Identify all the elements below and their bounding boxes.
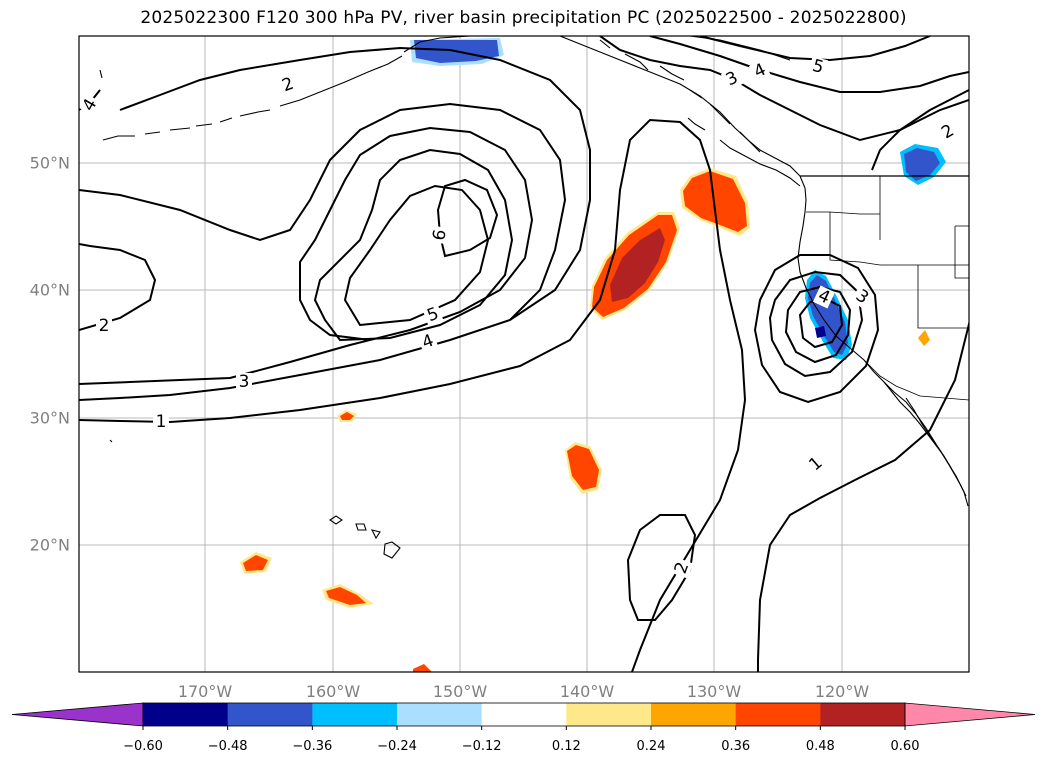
- colorbar-tick-label: 0.12: [552, 739, 581, 754]
- colorbar-cell: [312, 703, 398, 726]
- lon-label-140w: 140°W: [560, 682, 615, 701]
- lat-label-20n: 20°N: [30, 536, 70, 555]
- lat-label-40n: 40°N: [30, 281, 70, 300]
- colorbar-extend-max: [904, 702, 1036, 727]
- contour-label: 1: [156, 412, 167, 432]
- colorbar-extend-min: [11, 702, 144, 727]
- lon-label-170w: 170°W: [178, 682, 233, 701]
- colorbar: −0.60 −0.48 −0.36 −0.24 −0.12 0.12 0.24 0.36 0.4…: [11, 702, 1036, 754]
- colorbar-tick-label: 0.36: [721, 739, 750, 754]
- colorbar-cell: [143, 703, 229, 726]
- map-title: 2025022300 F120 300 hPa PV, river basin …: [140, 8, 907, 28]
- lon-label-150w: 150°W: [433, 682, 488, 701]
- pv-contour-labels: 1 1 2 2 2 2 3 3 3 4 4 4 4 5: [79, 56, 960, 579]
- map-frame: [78, 35, 970, 673]
- contour-label: 2: [99, 316, 110, 336]
- colorbar-tick-label: 0.48: [806, 739, 835, 754]
- colorbar-cell: [566, 703, 652, 726]
- colorbar-cell: [227, 703, 313, 726]
- contour-label: 6: [429, 228, 451, 242]
- positive-precip-shading: [240, 168, 930, 672]
- contour-label: 3: [239, 372, 250, 392]
- pv-contours: [79, 36, 969, 672]
- colorbar-cell: [735, 703, 821, 726]
- colorbar-cell: [651, 703, 737, 726]
- lon-label-120w: 120°W: [815, 682, 870, 701]
- colorbar-tick-label: −0.24: [377, 739, 417, 754]
- lat-label-50n: 50°N: [30, 154, 70, 173]
- colorbar-tick-label: −0.12: [462, 739, 502, 754]
- colorbar-cell: [397, 703, 483, 726]
- colorbar-cell: [481, 703, 567, 726]
- map-background: [79, 36, 969, 672]
- colorbar-tick-label: 0.60: [891, 739, 920, 754]
- colorbar-tick-label: −0.48: [208, 739, 248, 754]
- lon-label-160w: 160°W: [306, 682, 361, 701]
- colorbar-border: [142, 702, 906, 727]
- lat-label-30n: 30°N: [30, 409, 70, 428]
- colorbar-tick-label: −0.60: [123, 739, 163, 754]
- lon-label-130w: 130°W: [687, 682, 742, 701]
- latitude-labels: 50°N 40°N 30°N 20°N: [30, 154, 70, 555]
- gridlines: [79, 36, 969, 672]
- colorbar-tick-label: 0.24: [637, 739, 666, 754]
- longitude-labels: 170°W 160°W 150°W 140°W 130°W 120°W: [178, 682, 870, 701]
- colorbar-cell: [820, 703, 906, 726]
- contour-label: 5: [810, 56, 826, 78]
- colorbar-tick-label: −0.36: [292, 739, 332, 754]
